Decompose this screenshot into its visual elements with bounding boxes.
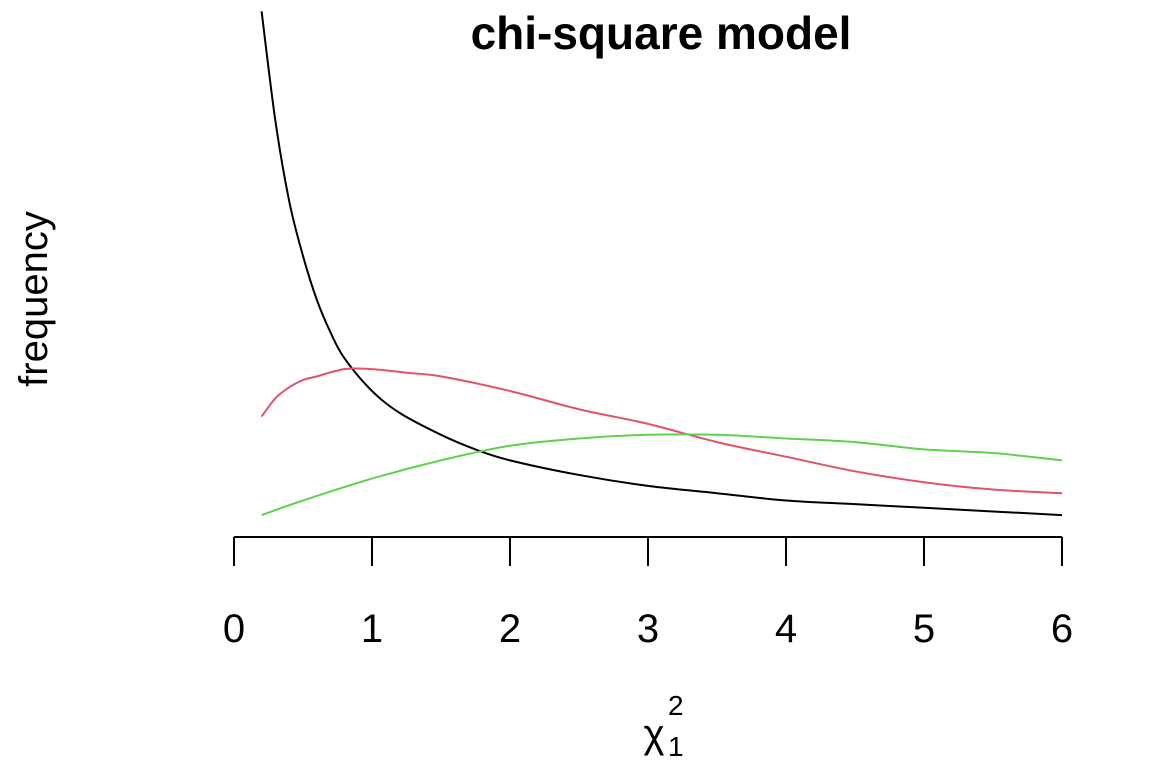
x-tick-label-4: 4: [775, 607, 797, 651]
series-line-3: [261, 433, 1063, 517]
x-axis-label-superscript: 2: [668, 690, 684, 721]
x-tick-label-6: 6: [1051, 607, 1073, 651]
x-axis-label: χ: [644, 712, 665, 756]
chart-title: chi-square model: [471, 7, 852, 59]
x-tick-label-2: 2: [499, 607, 521, 651]
series-line-1: [260, 11, 1063, 517]
x-axis-label-subscript: 1: [668, 731, 684, 762]
x-tick-labels: 0 1 2 3 4 5 6: [223, 607, 1073, 651]
plot-lines: [260, 11, 1063, 517]
x-axis-label-symbol: χ: [644, 712, 665, 756]
x-tick-label-0: 0: [223, 607, 245, 651]
x-tick-label-5: 5: [913, 607, 935, 651]
x-tick-label-1: 1: [361, 607, 383, 651]
x-axis: 0 1 2 3 4 5 6: [223, 536, 1073, 651]
x-ticks: [233, 537, 1063, 566]
series-line-2: [260, 367, 1063, 495]
y-axis-label: frequency: [12, 211, 56, 387]
x-tick-label-3: 3: [637, 607, 659, 651]
